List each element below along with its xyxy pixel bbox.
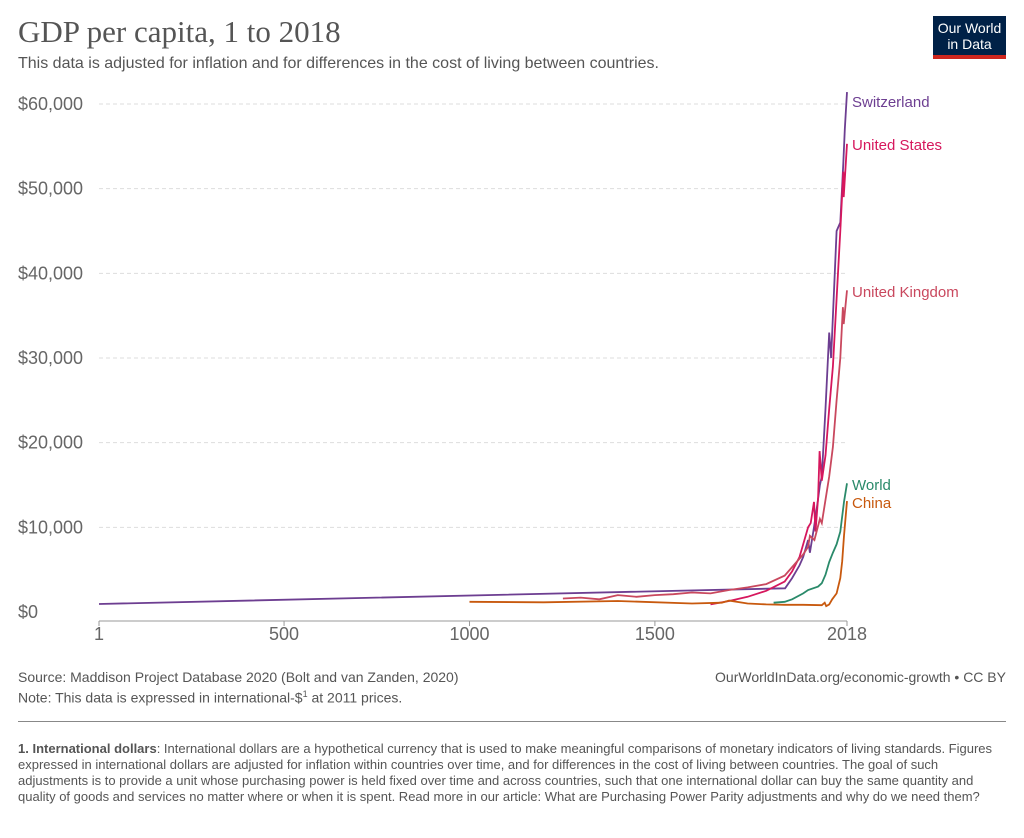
chart-subtitle: This data is adjusted for inflation and … bbox=[18, 55, 659, 72]
x-tick-label: 1000 bbox=[449, 624, 489, 644]
x-tick-label: 500 bbox=[269, 624, 299, 644]
note-pre: Note: This data is expressed in internat… bbox=[18, 689, 303, 706]
chart-area: $0 $10,000 $20,000 $30,000 $40,000 $50,000 $60… bbox=[18, 92, 959, 644]
series-line-china bbox=[469, 501, 848, 608]
footnote: 1. International dollars: International … bbox=[18, 741, 1008, 805]
chart-title: GDP per capita, 1 to 2018 bbox=[18, 14, 341, 49]
note-sup: 1 bbox=[302, 689, 308, 699]
x-tick-label: 1 bbox=[94, 624, 104, 644]
series-label: Switzerland bbox=[852, 94, 930, 111]
note-text: Note: This data is expressed in internat… bbox=[18, 689, 402, 706]
series-line-united-kingdom bbox=[562, 290, 848, 601]
series-line-world bbox=[773, 483, 848, 604]
y-tick-label: $60,000 bbox=[18, 94, 83, 114]
series-line-united-states bbox=[710, 143, 848, 606]
source-url-link[interactable]: OurWorldInData.org/economic-growth • CC … bbox=[715, 669, 1006, 685]
owid-logo[interactable]: Our World in Data bbox=[933, 16, 1006, 59]
x-tick-label: 2018 bbox=[827, 624, 867, 644]
note-post: at 2011 prices. bbox=[307, 689, 403, 706]
series-label: World bbox=[852, 477, 891, 494]
y-tick-label: $20,000 bbox=[18, 433, 83, 453]
logo-line-2: in Data bbox=[947, 36, 992, 52]
y-tick-label: $10,000 bbox=[18, 517, 83, 537]
y-tick-label: $0 bbox=[18, 602, 38, 622]
footnote-text: : International dollars are a hypothetic… bbox=[18, 741, 993, 804]
y-tick-label: $50,000 bbox=[18, 179, 83, 199]
source-text: Source: Maddison Project Database 2020 (… bbox=[18, 669, 459, 685]
logo-line-1: Our World bbox=[937, 20, 1002, 36]
footnote-title: 1. International dollars bbox=[18, 741, 157, 756]
series-label: United States bbox=[852, 137, 942, 154]
x-tick-label: 1500 bbox=[635, 624, 675, 644]
y-tick-label: $40,000 bbox=[18, 263, 83, 283]
footer-divider bbox=[18, 721, 1006, 722]
series-label: China bbox=[852, 495, 892, 512]
y-tick-label: $30,000 bbox=[18, 348, 83, 368]
series-label: United Kingdom bbox=[852, 284, 959, 301]
